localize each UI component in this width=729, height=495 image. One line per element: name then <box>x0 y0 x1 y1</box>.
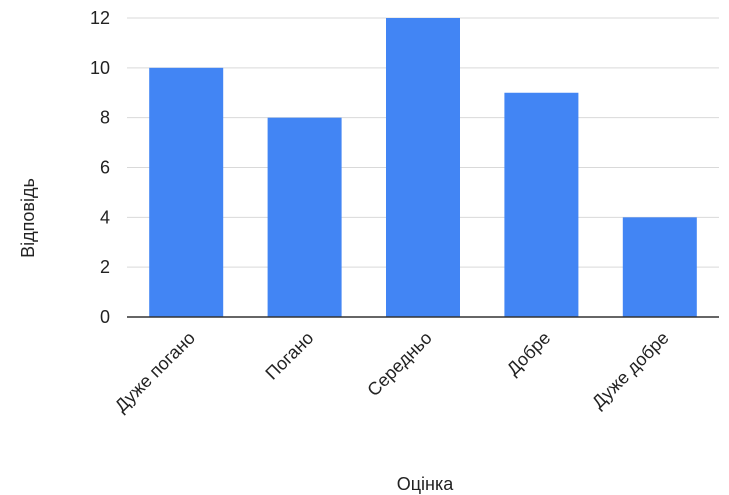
y-tick-label: 6 <box>100 158 110 178</box>
bars <box>149 18 697 318</box>
y-tick-label: 8 <box>100 108 110 128</box>
y-tick-label: 2 <box>100 257 110 277</box>
bar <box>149 67 224 317</box>
y-tick-labels: 0 2 4 6 8 10 12 <box>90 8 110 327</box>
x-tick-label: Дуже погано <box>111 328 199 416</box>
x-tick-label: Погано <box>262 328 318 384</box>
bar <box>386 18 460 317</box>
bar <box>267 117 342 318</box>
x-axis-title: Оцінка <box>397 474 455 494</box>
y-tick-label: 0 <box>100 307 110 327</box>
x-tick-label: Середньо <box>363 328 435 400</box>
y-tick-label: 12 <box>90 8 110 28</box>
bar <box>622 217 697 317</box>
x-tick-label: Добре <box>503 328 554 379</box>
y-tick-label: 4 <box>100 207 110 227</box>
x-tick-label: Дуже добре <box>588 328 673 413</box>
bar <box>504 92 579 317</box>
y-tick-label: 10 <box>90 58 110 78</box>
x-tick-labels: Дуже погано Погано Середньо Добре Дуже добре <box>111 328 673 416</box>
y-axis-title: Відповідь <box>18 178 38 258</box>
